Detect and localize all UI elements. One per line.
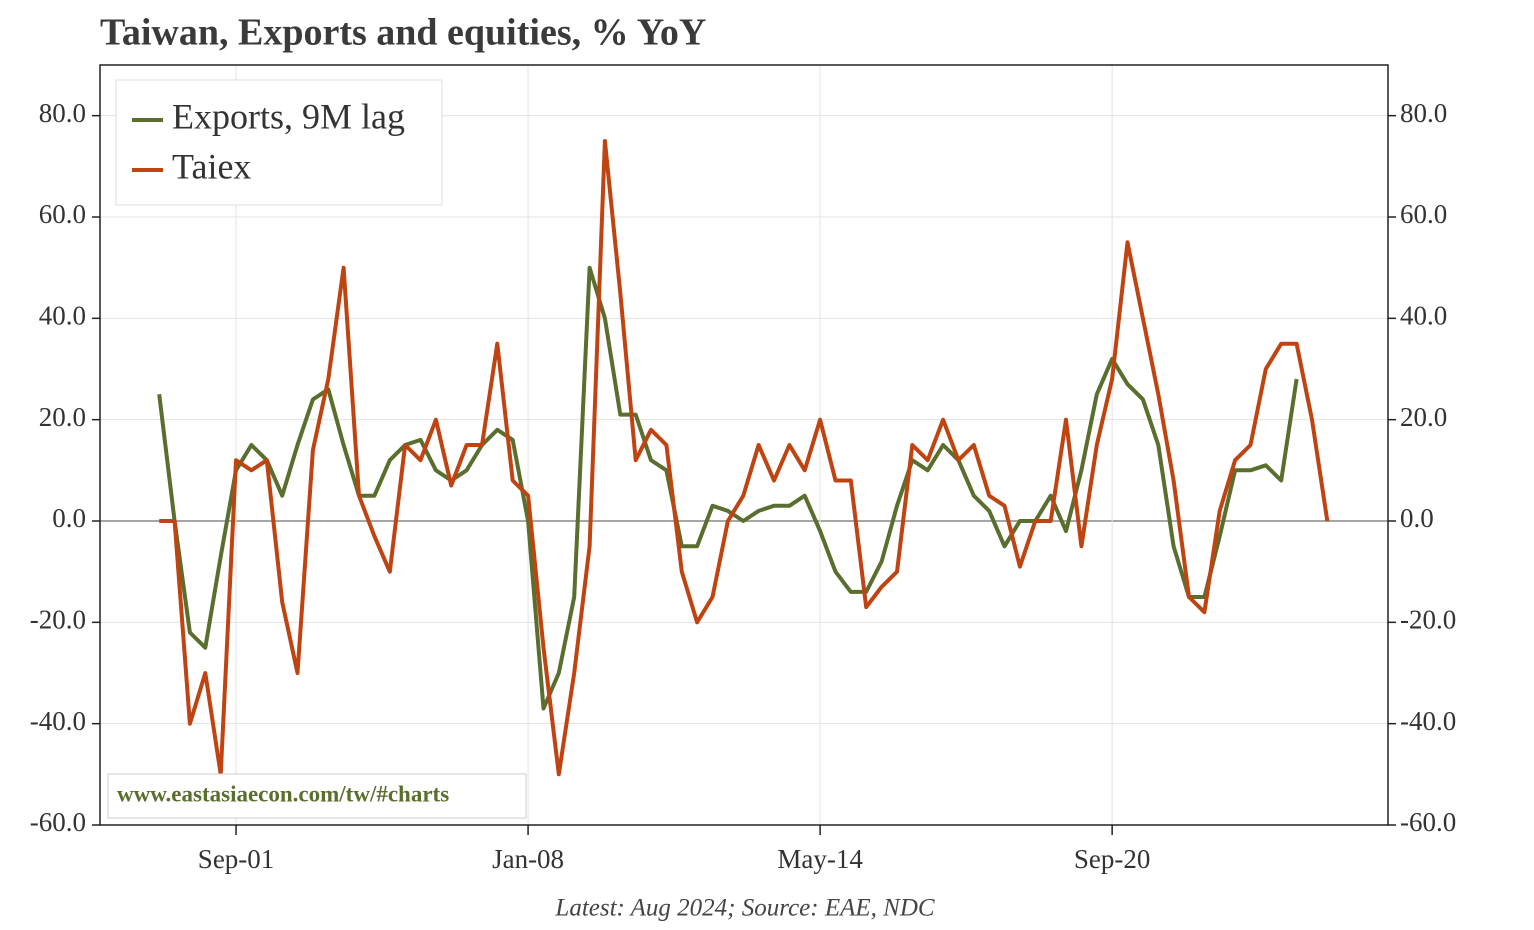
source-note: Latest: Aug 2024; Source: EAE, NDC (554, 895, 934, 922)
y2-tick-label: -40.0 (1400, 706, 1456, 736)
y2-tick-label: -20.0 (1400, 605, 1456, 635)
y2-tick-label: -60.0 (1400, 807, 1456, 837)
y-tick-label: -20.0 (30, 605, 86, 635)
chart-title: Taiwan, Exports and equities, % YoY (100, 12, 706, 54)
legend-label: Exports, 9M lag (172, 96, 405, 136)
axes: -60.0 -40.0 -20.0 0.0 20.0 40.0 60.0 80.0 -60.0 -… (30, 98, 1457, 874)
legend-label: Taiex (172, 146, 251, 186)
y-tick-label: 0.0 (52, 503, 86, 533)
y-tick-label: 80.0 (39, 98, 86, 128)
plot-frame (99, 64, 1389, 826)
x-tick-label: Jan-08 (492, 844, 564, 874)
y2-tick-label: 20.0 (1400, 402, 1447, 432)
y2-tick-label: 80.0 (1400, 98, 1447, 128)
x-tick-label: Sep-20 (1074, 844, 1151, 874)
y-tick-label: -60.0 (30, 807, 86, 837)
legend: Exports, 9M lag Taiex (115, 79, 443, 206)
y-tick-label: -40.0 (30, 706, 86, 736)
grid (100, 65, 1388, 826)
y-tick-label: 60.0 (39, 199, 86, 229)
y2-tick-label: 60.0 (1400, 199, 1447, 229)
watermark: www.eastasiaecon.com/tw/#charts (117, 781, 449, 806)
series-line (157, 265, 1299, 711)
x-tick-label: May-14 (777, 844, 863, 874)
y-tick-label: 40.0 (39, 301, 86, 331)
series-line (159, 139, 1330, 777)
legend-box (115, 79, 443, 206)
y2-tick-label: 0.0 (1400, 503, 1434, 533)
y-tick-label: 20.0 (39, 402, 86, 432)
watermark-box (107, 773, 527, 819)
y2-tick-label: 40.0 (1400, 301, 1447, 331)
plot-lines (157, 139, 1330, 777)
x-tick-label: Sep-01 (198, 844, 275, 874)
